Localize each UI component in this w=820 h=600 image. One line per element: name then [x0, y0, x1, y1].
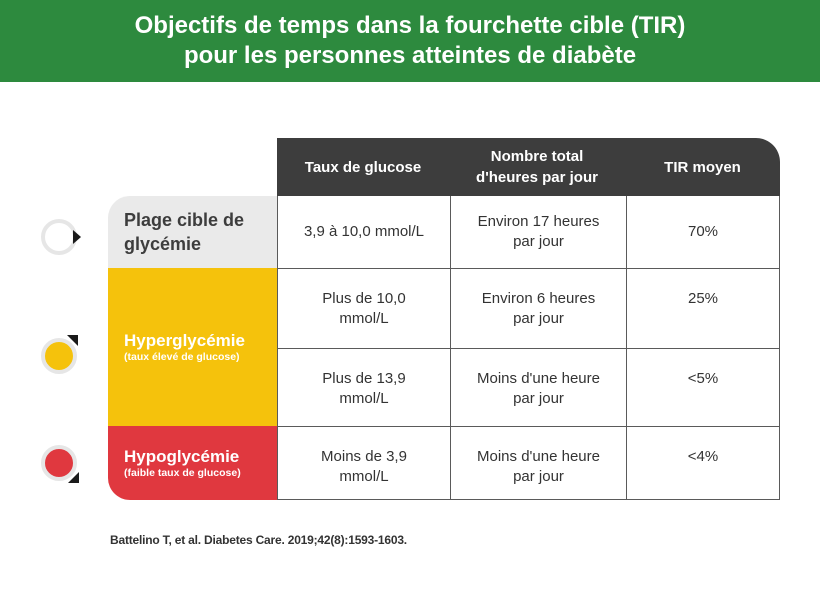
- cell-glucose-text: Plus de 13,9 mmol/L: [322, 370, 406, 407]
- reference-citation: Battelino T, et al. Diabetes Care. 2019;…: [110, 533, 407, 547]
- category-hypo-sublabel: (faible taux de glucose): [124, 467, 241, 479]
- category-target-label: Plage cible de glycémie: [124, 210, 245, 254]
- cell-hours-text: Moins d'une heure par jour: [477, 370, 600, 407]
- cell-hours: Moins d'une heure par jour: [450, 349, 626, 426]
- table-row: 3,9 à 10,0 mmol/L Environ 17 heures par …: [278, 196, 779, 268]
- cell-glucose-text: Moins de 3,9 mmol/L: [321, 448, 407, 485]
- column-header-tir: TIR moyen: [664, 158, 741, 176]
- table-row: Plus de 13,9 mmol/L Moins d'une heure pa…: [278, 348, 779, 426]
- cell-hours: Environ 17 heures par jour: [450, 196, 626, 268]
- table-row: Plus de 10,0 mmol/L Environ 6 heures par…: [278, 268, 779, 348]
- cell-glucose-text: Plus de 10,0 mmol/L: [322, 290, 406, 327]
- cell-hours: Moins d'une heure par jour: [450, 427, 626, 500]
- cell-glucose: Plus de 10,0 mmol/L: [278, 269, 450, 348]
- cell-glucose: Moins de 3,9 mmol/L: [278, 427, 450, 500]
- column-header-hours-text: Nombre total d'heures par jour: [476, 148, 598, 186]
- high-glucose-circle-icon: [41, 335, 78, 374]
- cell-hours-text: Moins d'une heure par jour: [477, 448, 600, 485]
- cell-hours-text: Environ 17 heures par jour: [477, 213, 600, 250]
- cell-tir: <5%: [626, 349, 779, 426]
- column-header-hours: Nombre total d'heures par jour: [449, 138, 625, 196]
- category-target-range: Plage cible de glycémie: [108, 196, 277, 268]
- cell-tir: 25%: [626, 269, 779, 348]
- column-header-glucose: Taux de glucose: [304, 158, 422, 176]
- page-title-line-1: Objectifs de temps dans la fourchette ci…: [134, 12, 686, 39]
- table-body: 3,9 à 10,0 mmol/L Environ 17 heures par …: [277, 196, 780, 500]
- cell-hours: Environ 6 heures par jour: [450, 269, 626, 348]
- table-row: Moins de 3,9 mmol/L Moins d'une heure pa…: [278, 426, 779, 500]
- low-glucose-circle-icon: [41, 445, 79, 483]
- category-hyper-sublabel: (taux élevé de glucose): [124, 351, 240, 363]
- category-hypoglycemia: Hypoglycémie (faible taux de glucose): [108, 426, 277, 500]
- page-title-line-2: pour les personnes atteintes de diabète: [183, 42, 637, 69]
- title-banner: Objectifs de temps dans la fourchette ci…: [0, 0, 820, 82]
- cell-glucose: 3,9 à 10,0 mmol/L: [303, 223, 425, 240]
- cell-hours-text: Environ 6 heures par jour: [481, 290, 596, 327]
- category-hyper-label: Hyperglycémie: [124, 331, 245, 350]
- category-hypo-label: Hypoglycémie: [124, 447, 240, 466]
- cell-glucose: Plus de 13,9 mmol/L: [278, 349, 450, 426]
- category-hyperglycemia: Hyperglycémie (taux élevé de glucose): [108, 268, 277, 426]
- cell-tir: 70%: [626, 196, 779, 268]
- table-header: Taux de glucose Nombre total d'heures pa…: [277, 138, 780, 196]
- target-range-circle-icon: [41, 219, 81, 255]
- cell-tir: <4%: [626, 427, 779, 500]
